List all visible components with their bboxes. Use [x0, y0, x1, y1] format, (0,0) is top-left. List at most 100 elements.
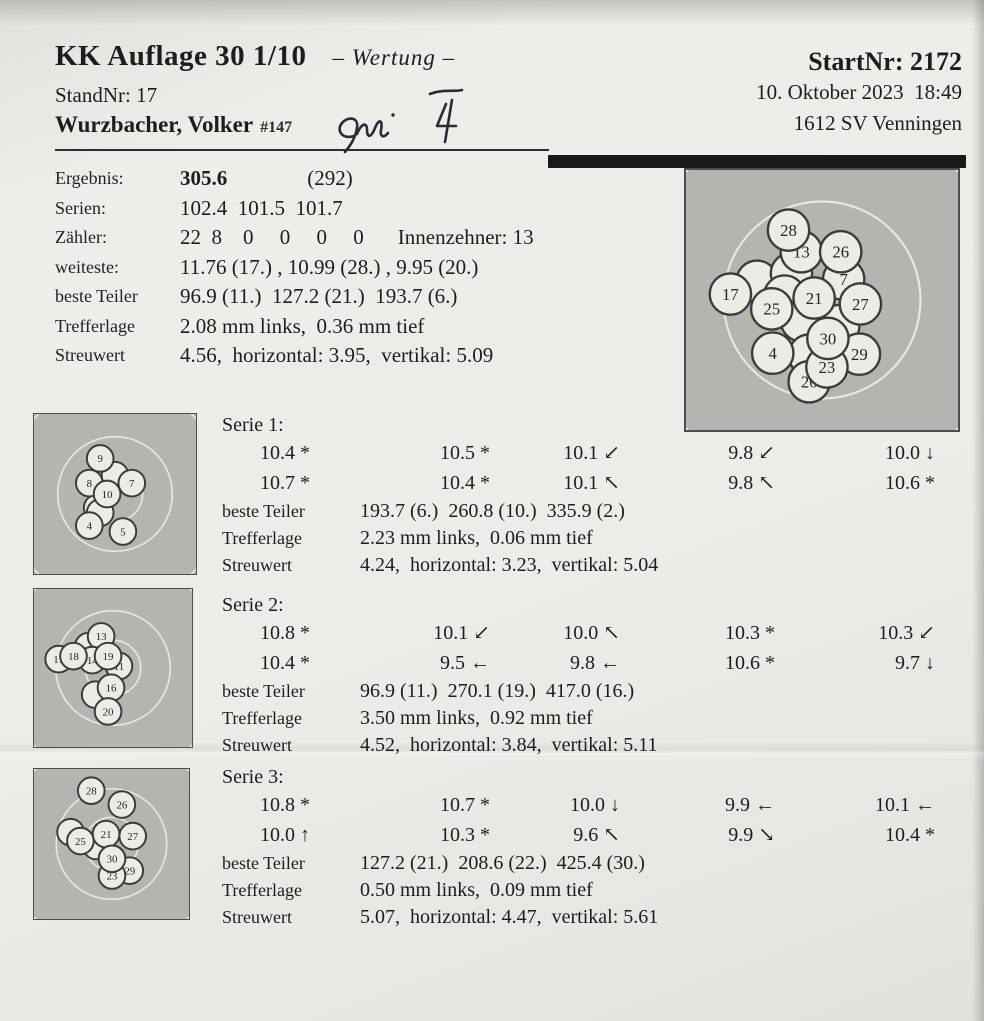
- shot-value: 9.8 ↙: [728, 442, 775, 464]
- serie-1-block: Serie 1: 10.4 * 10.5 * 10.1 ↙ 9.8 ↙ 10.0…: [222, 412, 962, 579]
- svg-text:9: 9: [97, 453, 102, 465]
- shot-value: 10.8 *: [260, 622, 310, 644]
- serie-beste-row: beste Teiler 96.9 (11.) 270.1 (19.) 417.…: [222, 678, 962, 705]
- series-scores: 102.4 101.5 101.7: [180, 195, 343, 220]
- target-diagram-serie-2: 11 17 13 14 18 19 16 20: [33, 588, 193, 748]
- svg-text:30: 30: [820, 329, 837, 348]
- scan-shadow-right: [972, 0, 984, 1021]
- shooter-name: Wurzbacher, Volker: [55, 112, 254, 137]
- svg-text:30: 30: [107, 854, 118, 866]
- stat-label: Streuwert: [222, 735, 292, 755]
- svg-text:25: 25: [75, 836, 86, 848]
- counter-values: 22 8 0 0 0 0: [180, 225, 364, 249]
- svg-text:5: 5: [120, 526, 125, 538]
- shot-value: 10.0 ↑: [260, 824, 310, 846]
- summary-row-beste: beste Teiler 96.9 (11.) 127.2 (21.) 193.…: [55, 282, 685, 312]
- shot-value: 10.0 ↖: [563, 622, 620, 644]
- total-score-alt: (292): [307, 166, 353, 190]
- shot-value: 10.4 *: [440, 472, 490, 494]
- shot-value: 9.7 ↓: [895, 652, 935, 674]
- header-divider: [55, 149, 549, 151]
- shooter-id: #147: [260, 119, 293, 136]
- best-teiler: 96.9 (11.) 127.2 (21.) 193.7 (6.): [180, 284, 458, 308]
- best-teiler: 127.2 (21.) 208.6 (22.) 425.4 (30.): [360, 852, 645, 874]
- serie-title: Serie 3:: [222, 766, 284, 788]
- serie-trefferlage-row: Trefferlage 3.50 mm links, 0.92 mm tief: [222, 705, 962, 732]
- svg-text:13: 13: [96, 631, 107, 643]
- hit-position: 0.50 mm links, 0.09 mm tief: [360, 879, 593, 901]
- stat-label: beste Teiler: [222, 681, 305, 701]
- shot-value: 10.7 *: [440, 794, 490, 816]
- spread-value: 4.52, horizontal: 3.84, vertikal: 5.11: [360, 734, 658, 756]
- svg-text:21: 21: [101, 829, 112, 841]
- serie-shots-row: 10.4 * 10.5 * 10.1 ↙ 9.8 ↙ 10.0 ↓: [240, 438, 962, 468]
- stand-number: StandNr: 17: [55, 83, 158, 107]
- widest-shots: 11.76 (17.) , 10.99 (28.) , 9.95 (20.): [180, 254, 479, 279]
- shot-value: 10.3 *: [725, 622, 775, 644]
- stat-label: Streuwert: [222, 907, 292, 927]
- summary-row-trefferlage: Trefferlage 2.08 mm links, 0.36 mm tief: [55, 312, 685, 342]
- serie-trefferlage-row: Trefferlage 2.23 mm links, 0.06 mm tief: [222, 525, 962, 552]
- shot-value: 10.4 *: [260, 652, 310, 674]
- shot-value: 10.8 *: [260, 794, 310, 816]
- summary-row-weiteste: weiteste: 11.76 (17.) , 10.99 (28.) , 9.…: [55, 253, 685, 283]
- svg-text:4: 4: [87, 520, 93, 532]
- stat-label: Trefferlage: [222, 708, 302, 728]
- shot-value: 10.6 *: [885, 472, 935, 494]
- serie-beste-row: beste Teiler 193.7 (6.) 260.8 (10.) 335.…: [222, 498, 962, 525]
- shot-value: 10.7 *: [260, 472, 310, 494]
- serie-title: Serie 2:: [222, 594, 284, 616]
- summary-label: Streuwert: [55, 345, 125, 365]
- summary-label: Trefferlage: [55, 315, 135, 336]
- summary-row-serien: Serien: 102.4 101.5 101.7: [55, 194, 685, 224]
- summary-row-streuwert: Streuwert 4.56, horizontal: 3.95, vertik…: [55, 341, 685, 371]
- hit-position: 3.50 mm links, 0.92 mm tief: [360, 707, 593, 729]
- summary-row-ergebnis: Ergebnis: 305.6 (292): [55, 164, 685, 194]
- svg-text:7: 7: [129, 478, 135, 490]
- shot-value: 9.5 ←: [440, 652, 490, 674]
- shot-value: 10.1 ↙: [563, 442, 620, 464]
- summary-label: weiteste:: [55, 256, 119, 277]
- svg-text:14: 14: [87, 655, 98, 667]
- spread-value: 5.07, horizontal: 4.47, vertikal: 5.61: [360, 906, 659, 928]
- serie-trefferlage-row: Trefferlage 0.50 mm links, 0.09 mm tief: [222, 877, 962, 904]
- svg-text:17: 17: [53, 654, 64, 666]
- stat-label: beste Teiler: [222, 853, 305, 873]
- hit-position: 2.23 mm links, 0.06 mm tief: [360, 527, 593, 549]
- serie-2-block: Serie 2: 10.8 * 10.1 ↙ 10.0 ↖ 10.3 * 10.…: [222, 592, 962, 759]
- inner-tens: Innenzehner: 13: [397, 225, 534, 249]
- svg-text:7: 7: [839, 270, 847, 289]
- summary-block: Ergebnis: 305.6 (292) Serien: 102.4 101.…: [55, 164, 685, 371]
- shot-value: 9.8 ↖: [728, 472, 775, 494]
- target-diagram-serie-3: 21 28 26 25 27 29 23 30: [33, 768, 190, 920]
- shot-value: 10.4 *: [260, 442, 310, 464]
- target-diagram-overview: 13 7 17 21 28 26 27 25 20 29 4 23 30: [684, 168, 960, 432]
- shot-value: 10.1 ↖: [563, 472, 620, 494]
- shot-value: 10.4 *: [885, 824, 935, 846]
- target-diagram-serie-1: 9 8 7 10 4 5: [33, 413, 197, 575]
- total-score: 305.6: [180, 166, 228, 190]
- serie-streuwert-row: Streuwert 5.07, horizontal: 4.47, vertik…: [222, 904, 962, 931]
- shot-value: 9.8 ←: [570, 652, 620, 674]
- svg-text:4: 4: [769, 344, 778, 363]
- svg-text:18: 18: [68, 651, 79, 663]
- stat-label: beste Teiler: [222, 501, 305, 521]
- serie-shots-row: 10.8 * 10.7 * 10.0 ↓ 9.9 ← 10.1 ←: [240, 790, 962, 820]
- summary-label: Zähler:: [55, 227, 107, 247]
- svg-text:29: 29: [124, 865, 135, 877]
- shot-value: 10.3 *: [440, 824, 490, 846]
- summary-label: Serien:: [55, 197, 106, 218]
- svg-text:17: 17: [722, 285, 739, 304]
- serie-3-block: Serie 3: 10.8 * 10.7 * 10.0 ↓ 9.9 ← 10.1…: [222, 764, 962, 931]
- shooter-name-row: Wurzbacher, Volker #147: [55, 112, 292, 138]
- shot-value: 10.1 ↙: [433, 622, 490, 644]
- shot-value: 10.0 ↓: [570, 794, 620, 816]
- page-title: KK Auflage 30 1/10: [55, 40, 307, 72]
- svg-text:23: 23: [819, 358, 836, 377]
- svg-text:25: 25: [763, 300, 780, 319]
- scan-shadow-top: [0, 0, 984, 26]
- serie-shots-row: 10.0 ↑ 10.3 * 9.6 ↖ 9.9 ↘ 10.4 *: [240, 820, 962, 850]
- svg-text:20: 20: [103, 706, 114, 718]
- svg-text:28: 28: [780, 221, 797, 240]
- shot-value: 10.0 ↓: [885, 442, 935, 464]
